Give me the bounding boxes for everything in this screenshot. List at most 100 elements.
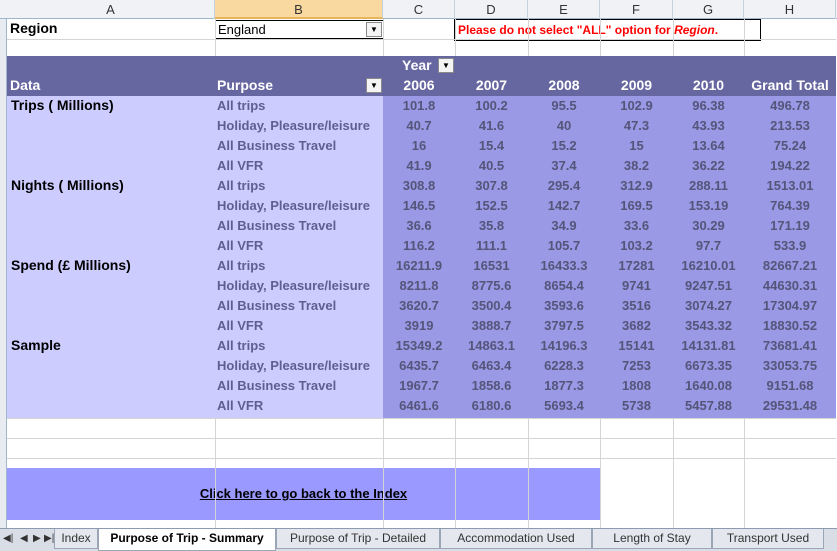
grand-total-cell: 764.39 [770,198,810,213]
value-cell: 116.2 [403,238,435,253]
value-cell: 3888.7 [471,318,512,333]
value-cell: 15.4 [478,138,505,153]
value-cell: 3682 [622,318,651,333]
grid-vline [744,19,745,56]
purpose-cell: All trips [217,98,266,113]
value-cell: 8654.4 [544,278,584,293]
value-cell: 9741 [622,278,651,293]
value-cell: 43.93 [692,118,725,133]
grand-total-cell: 213.53 [770,118,810,133]
purpose-cell: All trips [217,178,266,193]
year-header-2010: 2010 [692,77,725,93]
grid-vline [673,19,674,56]
value-cell: 16 [411,138,427,153]
purpose-cell: Holiday, Pleasure/leisure [217,358,370,373]
value-cell: 5693.4 [544,398,584,413]
column-header-e[interactable]: E [528,0,600,19]
column-header-b[interactable]: B [215,0,383,19]
grid-vline [528,19,529,56]
value-cell: 288.11 [688,178,729,193]
prev-sheet-icon[interactable]: ◀ [20,533,28,544]
grand-total-cell: 44630.31 [762,278,818,293]
pivot-header [7,56,836,96]
value-cell: 17281 [618,258,655,273]
value-cell: 5738 [622,398,651,413]
value-cell: 41.9 [406,158,432,173]
column-header-d[interactable]: D [455,0,528,19]
warning-box: Please do not select "ALL" option for Re… [454,19,761,41]
sheet-tab[interactable]: Purpose of Trip - Detailed [276,529,440,549]
purpose-filter-dropdown-icon[interactable]: ▼ [366,78,382,93]
grand-total-cell: 194.22 [770,158,810,173]
purpose-cell: All Business Travel [217,138,337,153]
row-number-edge [0,19,7,528]
grand-total-cell: 29531.48 [762,398,818,413]
column-header-a[interactable]: A [7,0,215,19]
grand-total-cell: 9151.68 [766,378,814,393]
grid-vline [455,19,456,56]
grid-hline [7,418,836,419]
value-cell: 6673.35 [685,358,732,373]
purpose-cell: All trips [217,258,266,273]
year-header-2009: 2009 [620,77,653,93]
category-label: Trips ( Millions) [11,97,114,113]
value-cell: 6435.7 [399,358,439,373]
sheet-tab[interactable]: Index [54,529,98,549]
value-cell: 102.9 [620,98,653,113]
value-cell: 8211.8 [399,278,439,293]
grid-vline [528,418,529,528]
value-cell: 1808 [622,378,651,393]
value-cell: 3543.32 [685,318,732,333]
sheet-tab[interactable]: Purpose of Trip - Summary [98,529,276,551]
sheet-tab[interactable]: Length of Stay [592,529,712,549]
value-cell: 100.2 [475,98,508,113]
column-header-g[interactable]: G [673,0,744,19]
purpose-cell: All VFR [217,158,264,173]
index-link[interactable]: Click here to go back to the Index [199,486,408,501]
value-cell: 95.5 [551,98,577,113]
pivot-data-area [383,96,836,418]
sheet-tab[interactable]: Accommodation Used [440,529,592,549]
grand-total-cell: 82667.21 [762,258,818,273]
value-cell: 16211.9 [395,258,443,273]
sheet-tab[interactable]: Transport Used [712,529,824,549]
region-filter[interactable]: England ▼ [215,20,384,39]
column-header-c[interactable]: C [383,0,455,19]
first-sheet-icon[interactable]: ◀| [3,533,14,544]
last-sheet-icon[interactable]: ▶| [44,533,55,544]
value-cell: 169.5 [620,198,653,213]
purpose-label: Purpose [217,77,274,93]
filter-dropdown-icon[interactable]: ▼ [366,22,382,37]
grid-vline [744,418,745,528]
value-cell: 47.3 [623,118,650,133]
grid-hline [7,458,836,459]
value-cell: 14131.81 [681,338,736,353]
next-sheet-icon[interactable]: ▶ [33,533,41,544]
value-cell: 153.19 [688,198,729,213]
value-cell: 312.9 [620,178,653,193]
grand-total-cell: 1513.01 [766,178,814,193]
grand-total-cell: 533.9 [773,238,807,253]
value-cell: 33.6 [623,218,650,233]
value-cell: 3620.7 [399,298,439,313]
column-header-f[interactable]: F [600,0,673,19]
value-cell: 15141 [618,338,655,353]
purpose-cell: All trips [217,338,266,353]
grid-vline [600,418,601,528]
grid-vline [383,418,384,528]
year-filter-dropdown-icon[interactable]: ▼ [438,58,454,73]
value-cell: 103.2 [620,238,653,253]
grid-vline [455,418,456,528]
region-label: Region [10,20,58,36]
value-cell: 14196.3 [540,338,588,353]
grid-vline [215,19,216,56]
value-cell: 41.6 [478,118,505,133]
value-cell: 96.38 [692,98,725,113]
value-cell: 37.4 [551,158,577,173]
value-cell: 1858.6 [471,378,512,393]
data-label: Data [10,77,41,93]
column-header-h[interactable]: H [744,0,836,19]
region-value: England [218,22,266,37]
purpose-cell: All Business Travel [217,298,337,313]
